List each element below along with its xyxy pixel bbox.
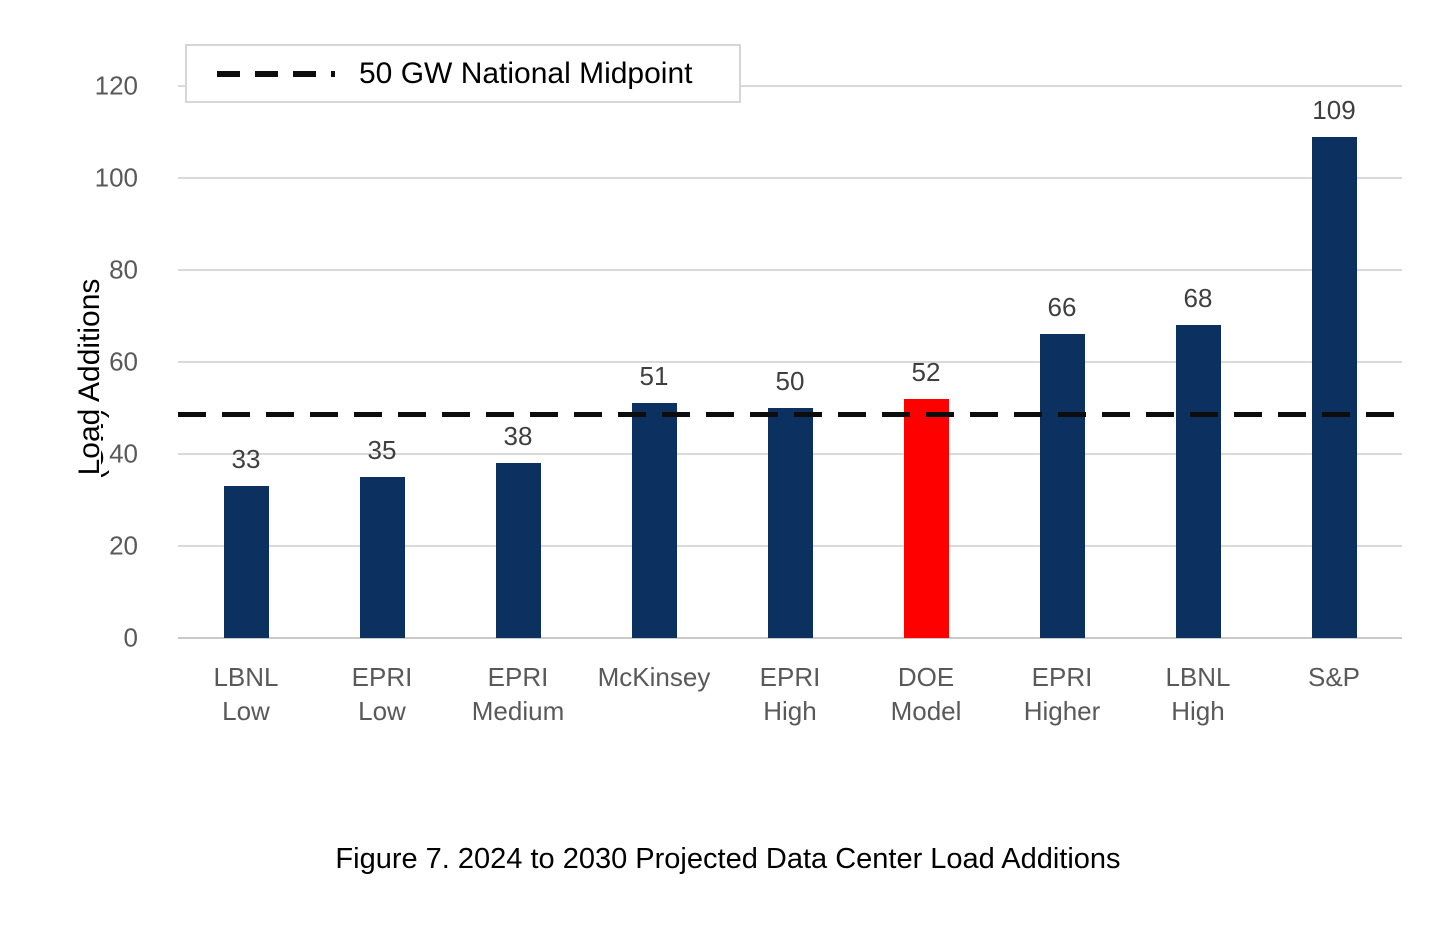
- gridline-60: [178, 361, 1402, 363]
- bar-value-label: 68: [1183, 283, 1213, 314]
- figure-caption: Figure 7. 2024 to 2030 Projected Data Ce…: [335, 843, 1121, 875]
- bar-value-label: 35: [367, 435, 397, 465]
- bar-lbnl-high: [1175, 325, 1221, 638]
- category-label: DOE Model: [890, 662, 962, 726]
- category-label: McKinsey: [597, 662, 711, 692]
- bar-doe-model: [903, 398, 949, 638]
- bar-epri-low: [359, 477, 405, 638]
- dashed-line-legend-swatch: [217, 70, 335, 77]
- plot-area: 33 35 38 51 50 52 66 68 109: [178, 85, 1402, 639]
- category-label: LBNL High: [1165, 662, 1231, 726]
- legend: 50 GW National Midpoint: [185, 44, 741, 103]
- category-label: EPRI Medium: [471, 662, 565, 726]
- category-label: LBNL Low: [213, 662, 279, 726]
- reference-dashed-line: [178, 412, 1402, 418]
- gridline-80: [178, 269, 1402, 271]
- y-tick-label-80: 80: [109, 254, 138, 285]
- bar-mckinsey: [631, 403, 677, 638]
- bar-value-label: 33: [231, 444, 261, 475]
- bar-epri-high: [767, 408, 813, 638]
- bar-value-label: 50: [775, 366, 805, 396]
- bar-sp: [1311, 136, 1357, 638]
- gridline-120: [178, 85, 1402, 87]
- bar-value-label: 66: [1047, 292, 1077, 323]
- bar-epri-higher: [1039, 334, 1085, 638]
- bar-value-label: 52: [911, 356, 941, 387]
- y-tick-label-100: 100: [94, 162, 138, 193]
- gridline-0: [178, 637, 1402, 639]
- legend-label: 50 GW National Midpoint: [359, 56, 693, 90]
- y-tick-label-60: 60: [109, 346, 138, 377]
- y-tick-label-20: 20: [109, 530, 138, 561]
- gridline-100: [178, 177, 1402, 179]
- bar-epri-medium: [495, 463, 541, 638]
- category-label: EPRI Low: [351, 662, 413, 726]
- bar-value-label: 38: [503, 421, 533, 452]
- y-tick-label-120: 120: [94, 70, 138, 101]
- category-label: S&P: [1307, 662, 1361, 692]
- y-tick-label-40: 40: [109, 438, 138, 469]
- category-label: EPRI Higher: [1023, 662, 1101, 726]
- bar-value-label: 109: [1312, 94, 1356, 125]
- bar-lbnl-low: [223, 486, 269, 638]
- category-label: EPRI High: [759, 662, 821, 726]
- y-tick-label-0: 0: [123, 622, 138, 653]
- bar-value-label: 51: [639, 361, 669, 392]
